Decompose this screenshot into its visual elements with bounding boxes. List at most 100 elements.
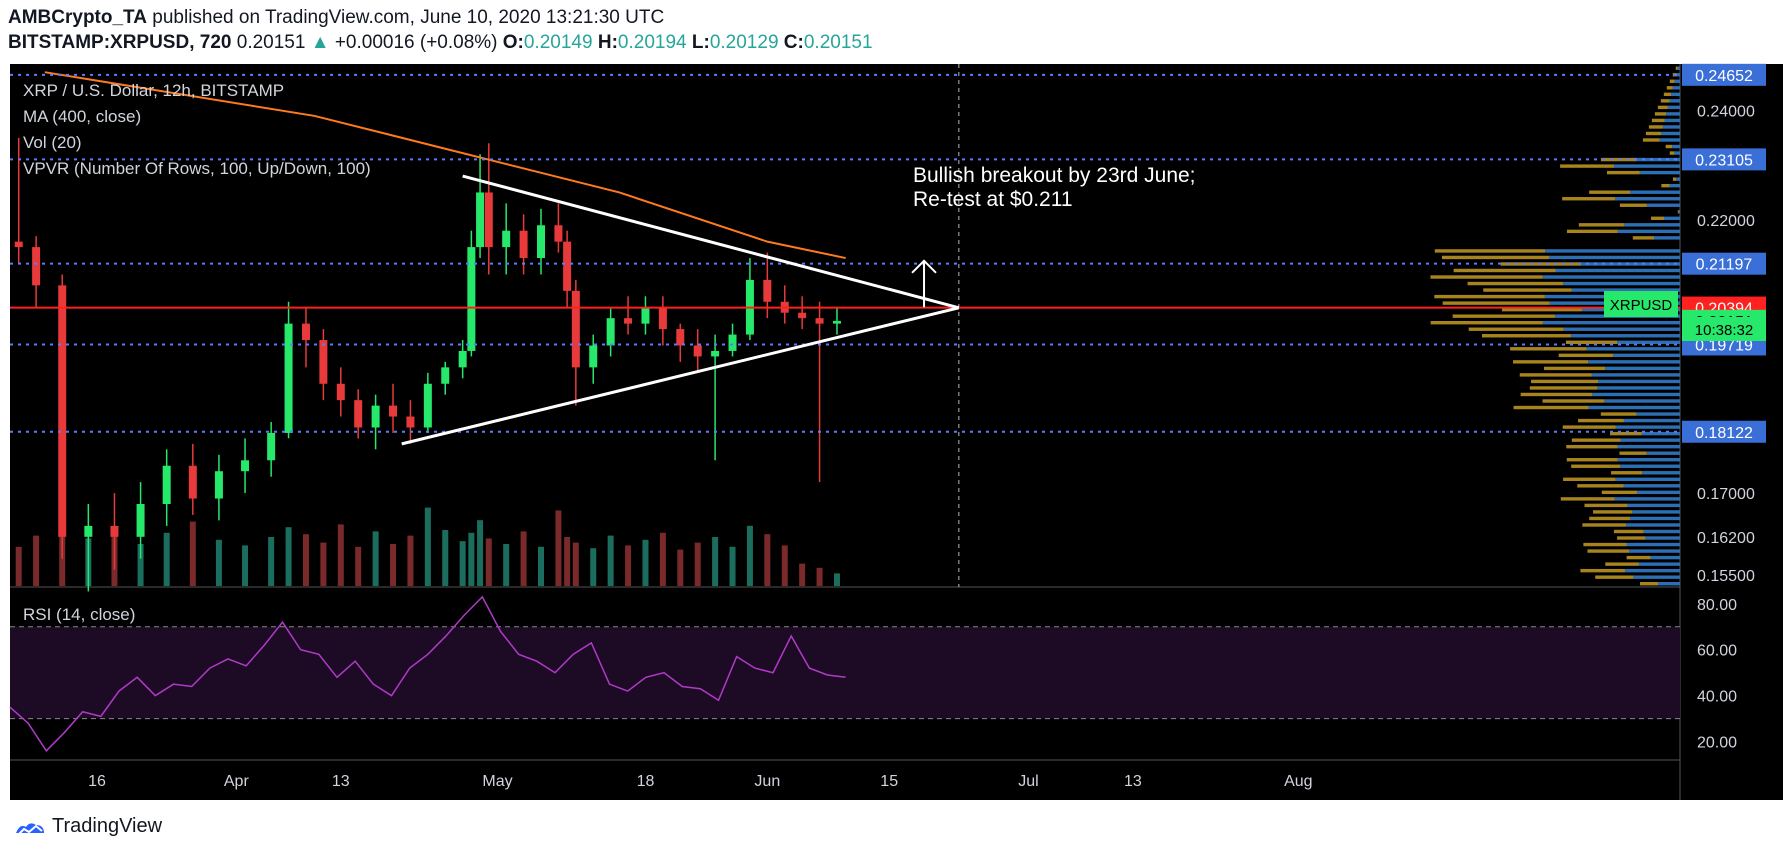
vpvr-row-up (1588, 360, 1680, 364)
vpvr-row-down (1595, 575, 1634, 579)
candle-body (624, 318, 633, 324)
volume-bar (15, 546, 22, 586)
vpvr-row-up (1630, 516, 1680, 521)
tradingview-logo-icon (16, 822, 44, 836)
lower-trendline (401, 306, 960, 446)
time-tick-label: 13 (332, 773, 350, 790)
legend-vol: Vol (20) (23, 133, 82, 152)
rsi-tick-label: 20.00 (1697, 735, 1737, 752)
price-tick-label: 0.17000 (1697, 486, 1755, 503)
volume-bar (572, 542, 579, 586)
vpvr-row-up (1646, 451, 1680, 455)
candle-body (336, 383, 345, 401)
level-price-badge (1682, 63, 1766, 86)
vpvr-row-up (1615, 197, 1680, 201)
vpvr-row-down (1606, 170, 1640, 175)
volume-bar (137, 544, 144, 586)
time-tick-label: 13 (1124, 773, 1142, 790)
volume-bar (729, 546, 736, 586)
candle-body (389, 405, 398, 417)
candle-body (406, 416, 415, 428)
ma-line (44, 71, 846, 260)
candle-body (319, 340, 328, 384)
vpvr-row-down (1587, 549, 1630, 553)
vpvr-row-up (1643, 529, 1680, 534)
vpvr-row-down (1672, 177, 1677, 181)
vpvr-row-up (1542, 275, 1680, 279)
vpvr-row-up (1623, 418, 1680, 423)
legend-title: XRP / U.S. Dollar, 12h, BITSTAMP (23, 81, 284, 100)
vpvr-row-up (1667, 105, 1680, 110)
rsi-band (10, 626, 1680, 719)
candle-body (484, 192, 493, 248)
vpvr-row-down (1542, 399, 1605, 403)
volume-bar (320, 542, 327, 586)
vpvr-row-up (1588, 405, 1680, 410)
volume-bar (503, 544, 510, 586)
volume-bar (659, 532, 666, 586)
vpvr-row-down (1571, 438, 1621, 442)
candle-body (301, 323, 310, 341)
vpvr-row-down (1566, 229, 1618, 234)
volume-bar (285, 527, 292, 586)
candle-body (32, 247, 41, 286)
candle-body (267, 432, 276, 461)
tradingview-footer[interactable]: TradingView (14, 815, 162, 838)
axes: 0.24000 0.22000 0.17000 0.16200 0.15500 80.00… (88, 103, 1755, 790)
rsi-tick-label: 80.00 (1697, 597, 1737, 614)
volume-bar (33, 535, 40, 586)
vpvr-row-down (1519, 373, 1592, 377)
annotation-line-2: Re-test at $0.211 (913, 188, 1073, 211)
vpvr-row-up (1613, 353, 1680, 358)
vpvr-row-up (1676, 177, 1680, 181)
vpvr-row-up (1591, 373, 1680, 377)
countdown-badge (1682, 317, 1766, 341)
vpvr-row-up (1672, 144, 1680, 149)
candle-body (554, 225, 563, 242)
publish-text: published on TradingView.com, June 10, 2… (152, 7, 665, 28)
volume-bar (268, 537, 275, 586)
vpvr-row-up (1620, 464, 1680, 468)
vpvr-row-down (1665, 144, 1673, 149)
vpvr-histogram (1430, 66, 1680, 586)
vpvr-row-down (1661, 183, 1670, 188)
time-tick-label: May (482, 773, 512, 790)
vpvr-row-up (1658, 582, 1680, 586)
symbol-label: BITSTAMP:XRPUSD, 720 (8, 32, 232, 53)
candle-body (571, 290, 580, 368)
vpvr-row-down (1619, 203, 1647, 207)
candle-body (728, 334, 737, 351)
candle-body (188, 465, 197, 499)
vpvr-row-down (1531, 379, 1599, 384)
volume-bar (468, 532, 475, 586)
vpvr-row-up (1581, 262, 1680, 266)
time-tick-label: Jun (754, 773, 780, 790)
volume-bar (564, 537, 571, 586)
candle-body (832, 320, 841, 324)
vpvr-row-up (1662, 125, 1680, 129)
volume-bar (642, 539, 649, 586)
volume-bar (477, 520, 484, 586)
vpvr-row-down (1660, 99, 1670, 103)
vpvr-row-up (1638, 562, 1680, 566)
volume-bar (459, 541, 466, 586)
vpvr-row-up (1623, 484, 1680, 488)
volume-bar (764, 534, 771, 586)
vpvr-row-up (1677, 66, 1680, 70)
price-tick-label: 0.15500 (1697, 568, 1755, 585)
volume-bar (677, 549, 684, 586)
vpvr-row-up (1571, 288, 1680, 292)
volume-bar (799, 563, 806, 586)
volume-bar (833, 573, 840, 586)
vpvr-row-up (1671, 92, 1680, 97)
vpvr-row-up (1605, 366, 1680, 371)
price-tick-label: 0.16200 (1697, 530, 1755, 547)
vpvr-row-down (1513, 405, 1589, 410)
vpvr-row-up (1678, 210, 1680, 214)
vpvr-row-up (1645, 536, 1680, 540)
vpvr-row-up (1672, 86, 1680, 90)
volume-bar (337, 524, 344, 586)
vpvr-row-up (1661, 131, 1680, 136)
level-price-label: 0.19719 (1695, 337, 1753, 354)
